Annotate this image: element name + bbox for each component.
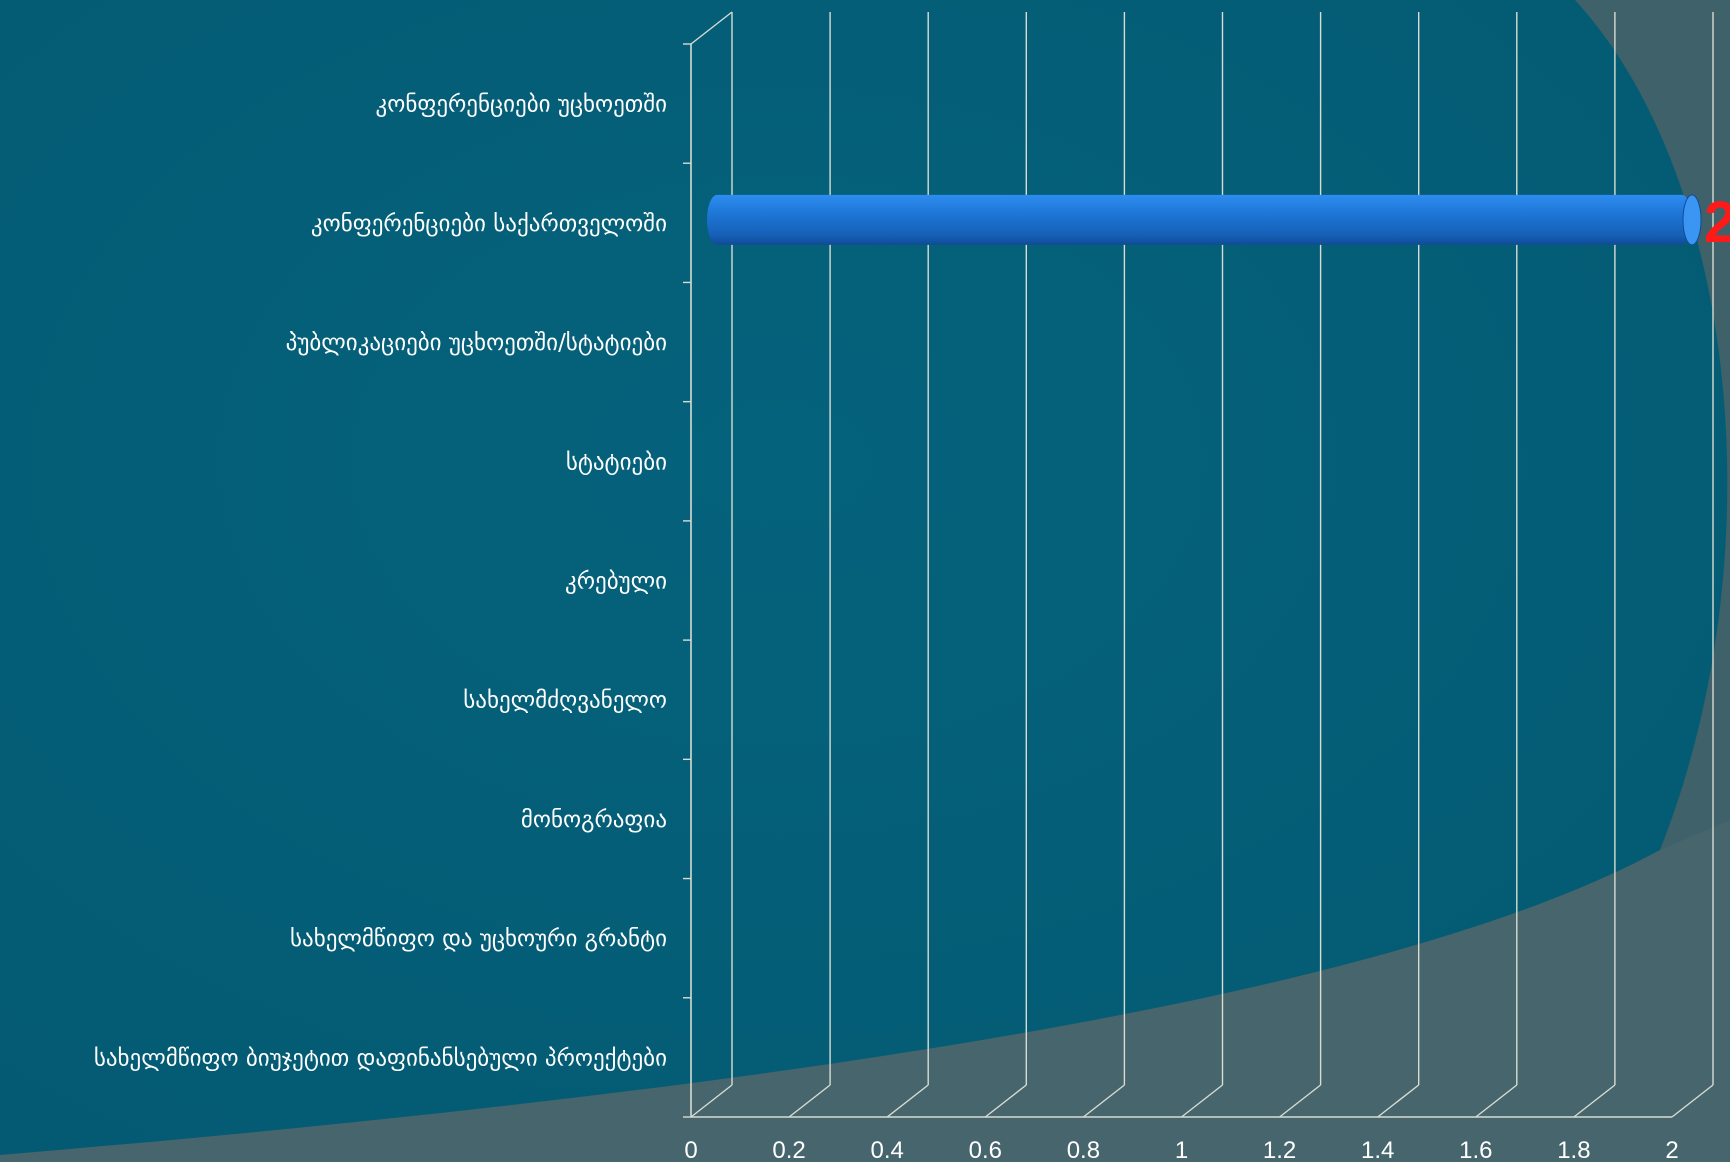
background-arc-highlight — [0, 820, 1730, 1162]
category-label: კრებული — [565, 569, 667, 595]
floor-gridline — [886, 1084, 929, 1118]
x-tick-label: 1.8 — [1557, 1137, 1590, 1162]
floor-gridline — [690, 1084, 733, 1118]
floor-gridline — [984, 1084, 1027, 1118]
y-axis-top-edge — [690, 11, 733, 45]
category-label: კონფერენციები საქართველოში — [311, 211, 667, 237]
x-tick-label: 1.2 — [1263, 1137, 1296, 1162]
category-labels: კონფერენციები უცხოეთში კონფერენციები საქა… — [94, 92, 667, 1072]
data-labels: 2 — [1704, 190, 1730, 255]
bar-cap — [1682, 194, 1702, 246]
bar — [707, 194, 1702, 246]
category-label: კონფერენციები უცხოეთში — [376, 92, 668, 118]
floor-gridline — [1082, 1084, 1125, 1118]
x-tick-label: 0.2 — [772, 1137, 805, 1162]
x-tick-label: 1 — [1175, 1137, 1188, 1162]
chart-gridlines — [690, 12, 1714, 1118]
x-tick-label: 0 — [684, 1137, 697, 1162]
x-tick-labels: 0 0.2 0.4 0.6 0.8 1 1.2 1.4 1.6 1.8 2 — [684, 1137, 1678, 1162]
floor-gridline — [1475, 1084, 1518, 1118]
category-label: პუბლიკაციები უცხოეთში/სტატიები — [286, 330, 667, 356]
floor-gridline — [1377, 1084, 1420, 1118]
floor-gridline — [1671, 1084, 1714, 1118]
category-label: სახელმწიფო ბიუჯეტით დაფინანსებული პროექტ… — [94, 1045, 667, 1071]
x-tick-label: 0.8 — [1067, 1137, 1100, 1162]
x-tick-label: 0.4 — [871, 1137, 904, 1162]
x-tick-label: 1.6 — [1459, 1137, 1492, 1162]
floor-gridline — [1573, 1084, 1616, 1118]
category-label: სახელმწიფო და უცხოური გრანტი — [290, 926, 667, 952]
floor-gridline — [1181, 1084, 1223, 1118]
x-tick-label: 0.6 — [969, 1137, 1002, 1162]
category-label: სახელმძღვანელო — [463, 688, 667, 714]
category-label: მონოგრაფია — [521, 807, 667, 833]
bar-body — [707, 194, 1692, 245]
chart-bars — [707, 194, 1702, 246]
x-tick-label: 2 — [1665, 1137, 1678, 1162]
x-tick-label: 1.4 — [1361, 1137, 1394, 1162]
chart-axes — [683, 11, 1672, 1118]
floor-gridline — [788, 1084, 831, 1118]
data-label: 2 — [1704, 190, 1730, 255]
floor-gridline — [1279, 1084, 1322, 1118]
category-label: სტატიები — [566, 449, 667, 475]
